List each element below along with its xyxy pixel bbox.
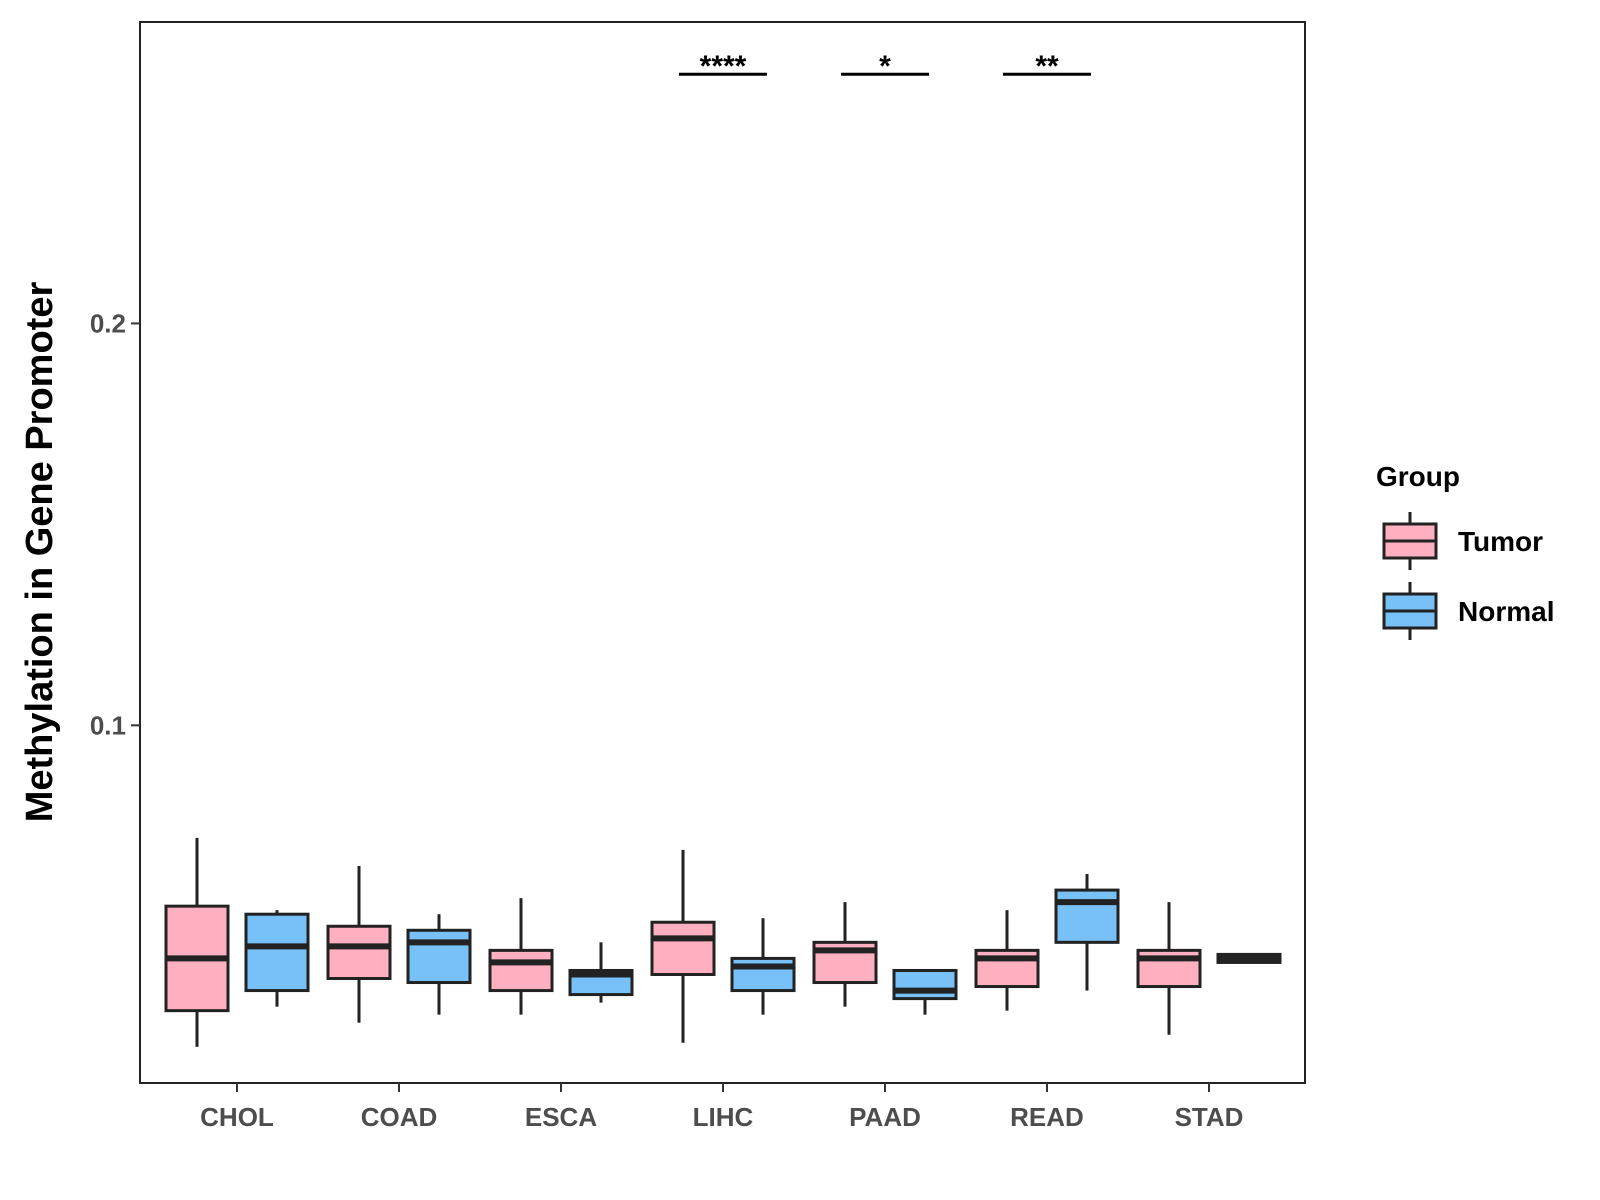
box-normal-lihc: [730, 918, 796, 1015]
x-tick-label-read: READ: [1010, 1102, 1084, 1132]
box-normal-esca: [568, 942, 634, 1003]
y-axis-title: Methylation in Gene Promoter: [19, 282, 61, 823]
box-iqr: [244, 912, 310, 993]
box-tumor-read: [974, 910, 1040, 1011]
significance-annotations: **** * **: [679, 50, 1091, 83]
series-tumor: [164, 837, 1202, 1047]
box-iqr: [650, 920, 716, 976]
x-tick-label-coad: COAD: [361, 1102, 438, 1132]
x-tick-label-chol: CHOL: [200, 1102, 274, 1132]
box-tumor-lihc: [650, 849, 716, 1043]
significance-label: ****: [700, 50, 747, 83]
legend-title: Group: [1376, 461, 1460, 492]
legend-label: Tumor: [1458, 526, 1543, 557]
significance-label: **: [1035, 50, 1059, 83]
box-iqr: [730, 956, 796, 993]
box-normal-paad: [892, 968, 958, 1015]
x-tick-label-stad: STAD: [1175, 1102, 1244, 1132]
x-tick-label-lihc: LIHC: [693, 1102, 754, 1132]
box-normal-stad: [1216, 952, 1282, 964]
x-tick-label-esca: ESCA: [525, 1102, 597, 1132]
y-tick-label: 0.2: [90, 308, 126, 338]
x-tick-label-paad: PAAD: [849, 1102, 921, 1132]
significance-read: **: [1003, 50, 1091, 83]
legend-entry-tumor: Tumor: [1382, 512, 1543, 570]
legend: Group Tumor Normal: [1376, 461, 1554, 640]
box-iqr: [406, 928, 472, 985]
box-iqr: [892, 968, 958, 1001]
series-normal: [244, 874, 1282, 1015]
legend-label: Normal: [1458, 596, 1554, 627]
legend-entry-normal: Normal: [1382, 582, 1554, 640]
box-tumor-paad: [812, 902, 878, 1007]
box-iqr: [1054, 888, 1120, 944]
significance-lihc: ****: [679, 50, 767, 83]
box-tumor-stad: [1136, 902, 1202, 1035]
x-axis: CHOL COAD ESCA LIHC PAAD READ STAD: [200, 1083, 1243, 1132]
box-tumor-esca: [488, 898, 554, 1015]
box-normal-chol: [244, 910, 310, 1007]
plot-panel: [139, 21, 1306, 1084]
box-iqr: [488, 948, 554, 993]
box-tumor-coad: [326, 865, 392, 1023]
box-normal-read: [1054, 874, 1120, 991]
box-series: [164, 837, 1282, 1047]
box-iqr: [326, 924, 392, 981]
box-normal-coad: [406, 914, 472, 1015]
y-axis: 0.1 0.2: [90, 308, 140, 740]
box-tumor-chol: [164, 837, 230, 1047]
y-tick-label: 0.1: [90, 710, 126, 740]
significance-paad: *: [841, 50, 929, 83]
significance-label: *: [879, 50, 891, 83]
